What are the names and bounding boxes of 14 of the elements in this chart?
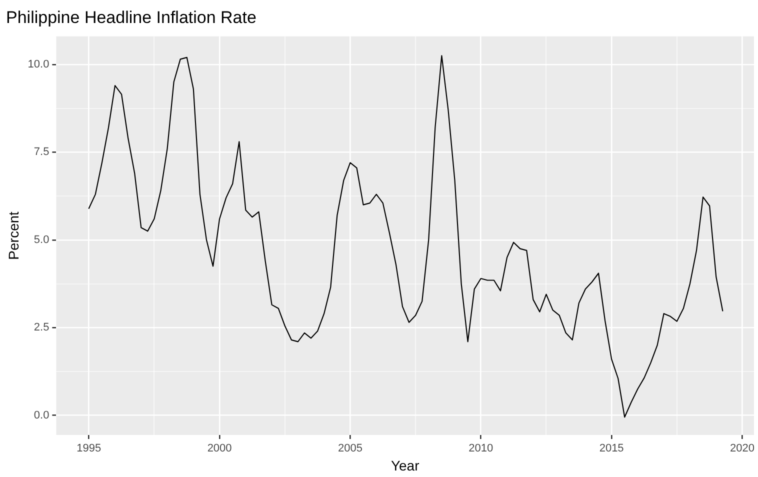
- y-tick-label: 7.5: [34, 146, 50, 158]
- x-tick-label: 2010: [468, 442, 494, 455]
- y-tick-label: 10.0: [28, 58, 50, 70]
- y-tick-label: 0.0: [34, 409, 50, 422]
- x-tick-label: 2015: [599, 442, 624, 455]
- x-tick-label: 2000: [207, 442, 232, 455]
- y-axis-title: Percent: [5, 211, 22, 260]
- x-tick-label: 2020: [730, 442, 754, 455]
- x-axis-title: Year: [390, 457, 420, 474]
- x-tick-label: 1995: [76, 442, 102, 455]
- x-tick-label: 2005: [338, 442, 362, 455]
- chart-title: Philippine Headline Inflation Rate: [6, 8, 256, 27]
- y-tick-label: 5.0: [34, 234, 50, 246]
- y-tick-label: 2.5: [34, 322, 50, 334]
